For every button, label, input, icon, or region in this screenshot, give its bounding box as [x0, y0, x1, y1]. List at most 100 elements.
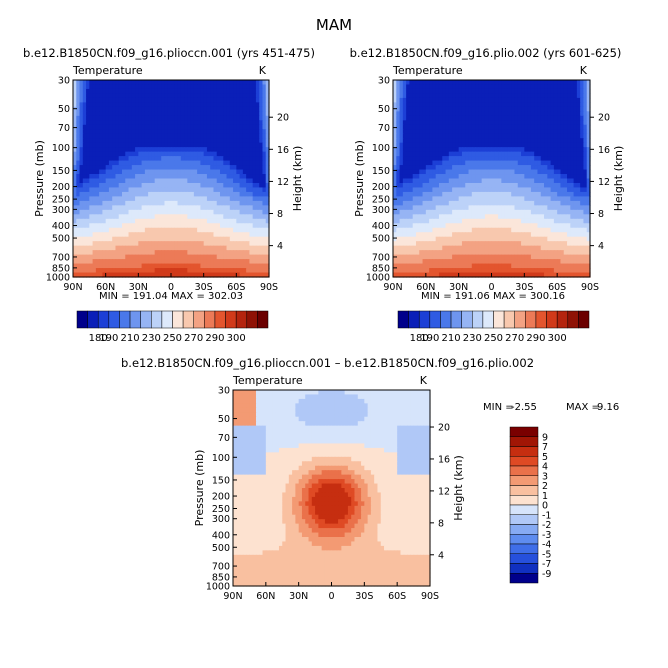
contour-cell	[412, 218, 417, 224]
contour-cell	[105, 120, 110, 126]
contour-cell	[259, 115, 264, 121]
contour-cell	[461, 111, 466, 117]
contour-cell	[488, 205, 493, 211]
contour-cell	[540, 133, 545, 139]
contour-cell	[514, 178, 519, 184]
contour-cell	[177, 84, 182, 90]
contour-cell	[242, 187, 247, 193]
contour-cell	[206, 245, 211, 251]
contour-cell	[465, 178, 470, 184]
contour-cell	[540, 205, 545, 211]
contour-cell	[148, 97, 152, 103]
contour-cell	[102, 102, 107, 108]
contour-cell	[445, 250, 450, 256]
contour-cell	[157, 245, 162, 251]
contour-cell	[262, 88, 267, 95]
contour-cell	[226, 147, 231, 153]
contour-cell	[131, 102, 136, 108]
contour-cell	[504, 84, 509, 90]
contour-cell	[442, 93, 447, 99]
contour-cell	[86, 106, 90, 112]
contour-cell	[105, 174, 110, 180]
contour-cell	[220, 151, 224, 157]
contour-cell	[135, 245, 139, 251]
contour-cell	[118, 227, 123, 233]
contour-cell	[164, 129, 169, 135]
contour-cell	[521, 236, 525, 242]
contour-cell	[171, 129, 175, 135]
contour-cell	[184, 187, 188, 193]
contour-cell	[92, 259, 97, 265]
contour-cell	[573, 93, 578, 99]
contour-cell	[517, 182, 522, 189]
contour-cell	[203, 182, 208, 189]
contour-cell	[396, 80, 401, 86]
contour-cell	[570, 187, 575, 193]
contour-cell	[514, 120, 519, 126]
contour-cell	[406, 232, 411, 238]
contour-cell	[167, 102, 172, 108]
contour-cell	[99, 263, 103, 269]
contour-cell	[399, 223, 404, 229]
contour-cell	[154, 102, 159, 108]
contour-cell	[200, 120, 205, 126]
contour-cell	[445, 111, 450, 117]
contour-cell	[448, 165, 453, 171]
contour-cell	[547, 97, 552, 103]
contour-cell	[540, 169, 545, 175]
contour-cell	[425, 227, 430, 233]
contour-cell	[471, 156, 476, 162]
contour-cell	[475, 196, 479, 202]
contour-cell	[468, 142, 473, 148]
contour-cell	[210, 102, 215, 108]
contour-cell	[501, 165, 506, 171]
contour-cell	[498, 80, 502, 86]
contour-cell	[465, 160, 470, 166]
contour-cell	[265, 272, 270, 278]
contour-cell	[399, 133, 404, 139]
contour-cell	[112, 178, 117, 184]
contour-cell	[432, 245, 437, 251]
contour-cell	[128, 80, 133, 86]
contour-cell	[128, 191, 133, 198]
contour-cell	[249, 259, 254, 265]
contour-cell	[223, 138, 228, 144]
contour-cell	[210, 106, 215, 112]
contour-cell	[534, 196, 539, 202]
contour-cell	[399, 241, 404, 247]
contour-cell	[246, 138, 250, 144]
contour-cell	[567, 97, 571, 103]
contour-cell	[73, 218, 77, 224]
contour-cell	[79, 156, 84, 162]
contour-cell	[530, 227, 535, 233]
contour-cell	[583, 174, 588, 180]
contour-cell	[550, 200, 555, 206]
contour-cell	[553, 133, 558, 139]
contour-cell	[190, 263, 195, 269]
contour-cell	[161, 169, 166, 175]
contour-cell	[161, 259, 166, 265]
contour-cell	[125, 115, 130, 121]
contour-cell	[220, 124, 224, 130]
contour-cell	[197, 205, 201, 211]
contour-cell	[393, 160, 397, 166]
contour-cell	[540, 84, 545, 90]
contour-cell	[206, 93, 211, 99]
contour-cell	[419, 156, 424, 162]
contour-cell	[125, 223, 130, 229]
contour-cell	[478, 196, 483, 202]
contour-cell	[259, 178, 264, 184]
contour-cell	[174, 169, 179, 175]
contour-cell	[203, 115, 208, 121]
contour-cell	[514, 227, 519, 233]
contour-cell	[213, 223, 218, 229]
contour-cell	[576, 97, 581, 103]
contour-cell	[478, 111, 483, 117]
contour-cell	[171, 236, 175, 242]
contour-cell	[553, 97, 558, 103]
contour-cell	[184, 124, 188, 130]
contour-cell	[226, 178, 231, 184]
contour-cell	[563, 129, 568, 135]
contour-cell	[157, 93, 162, 99]
contour-cell	[540, 138, 545, 144]
